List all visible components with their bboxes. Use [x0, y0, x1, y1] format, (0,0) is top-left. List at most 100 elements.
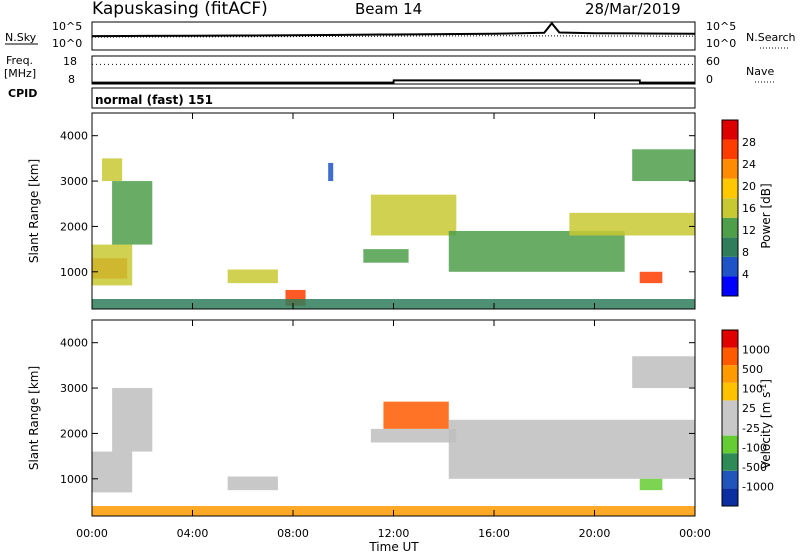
velocity-colorbar-label-main: Velocity [m s [759, 392, 773, 469]
colorbar-swatch [722, 178, 738, 199]
time-axis: 00:00 04:00 08:00 12:00 16:00 20:00 00:00 [76, 527, 711, 540]
power-ylabel: Slant Range [km] [27, 159, 41, 263]
power-panel: 1000 2000 3000 4000 Slant Range [km] [27, 112, 696, 310]
scatter-patch [92, 244, 133, 286]
scatter-patch [632, 356, 695, 389]
velocity-colorbar-label-exponent: -1 [759, 384, 768, 392]
colorbar-tick-label: 28 [742, 136, 756, 149]
scatter-patch [370, 428, 457, 443]
freq-label: Freq. [6, 54, 33, 67]
scatter-patch [112, 181, 153, 245]
scatter-patch [112, 388, 153, 452]
noise-series-nsky [91, 21, 696, 38]
colorbar-tick-label: -1000 [742, 480, 774, 493]
time-tick-label: 00:00 [76, 527, 108, 540]
scatter-patch [370, 194, 457, 236]
velocity-panel: 1000 2000 3000 4000 Slant Range [km] [27, 319, 696, 517]
nsky-label: N.Sky [5, 31, 37, 44]
colorbar-tick-label: 1000 [742, 344, 770, 357]
colorbar-swatch [722, 453, 738, 471]
time-tick-label: 16:00 [478, 527, 510, 540]
y-tick-label: 2000 [60, 427, 88, 440]
cpid-strip-frame [91, 87, 696, 109]
velocity-colorbar-label: Velocity [m s-1] [759, 379, 774, 469]
scatter-patch [363, 249, 409, 263]
colorbar-swatch [722, 159, 738, 179]
colorbar-swatch [722, 382, 738, 401]
power-colorbar-label: Power [dB] [759, 183, 773, 248]
freq-tick-low: 8 [68, 73, 75, 86]
scatter-patch [383, 401, 449, 429]
freq-strip-frame [91, 55, 696, 85]
colorbar-swatch [722, 488, 738, 506]
velocity-cells [92, 356, 695, 516]
nave-label: Nave [746, 65, 774, 78]
colorbar-tick-label: 25 [742, 402, 756, 415]
nave-tick-high: 60 [706, 55, 720, 68]
scatter-patch [227, 476, 278, 491]
scatter-patch [639, 271, 663, 284]
scatter-patch [227, 269, 278, 284]
scatter-patch [92, 451, 133, 493]
colorbar-tick-label: -500 [742, 461, 767, 474]
scatter-patch [102, 158, 123, 182]
colorbar-frame [721, 329, 739, 507]
noise-lines [91, 21, 696, 38]
time-tick-label: 12:00 [378, 527, 410, 540]
velocity-axes: 1000 2000 3000 4000 [60, 320, 696, 516]
colorbar-tick-label: 24 [742, 158, 756, 171]
velocity-colorbar-label-tail: ] [759, 379, 773, 384]
power-cells [92, 149, 695, 309]
colorbar-tick-label: 4 [742, 268, 749, 281]
date-title: 28/Mar/2019 [585, 0, 681, 18]
time-tick-label: 20:00 [579, 527, 611, 540]
y-tick-label: 4000 [60, 337, 88, 350]
y-tick-label: 1000 [60, 266, 88, 279]
colorbar-swatch [722, 217, 738, 238]
colorbar-swatch [722, 470, 738, 489]
time-tick-label: 08:00 [277, 527, 309, 540]
colorbar-frame [721, 119, 739, 297]
colorbar-swatch [722, 330, 738, 348]
y-tick-label: 1000 [60, 473, 88, 486]
y-tick-label: 3000 [60, 382, 88, 395]
scatter-patch [448, 230, 625, 272]
scatter-patch [569, 212, 695, 236]
noise-tick-right-high: 10^5 [706, 20, 736, 33]
time-tick-label: 04:00 [177, 527, 209, 540]
colorbar-swatch [722, 256, 738, 277]
nave-tick-low: 0 [706, 73, 713, 86]
noise-tick-right-low: 10^0 [706, 37, 736, 50]
noise-tick-left-low: 10^0 [52, 37, 82, 50]
y-tick-label: 4000 [60, 130, 88, 143]
cpid-label: CPID [8, 87, 37, 100]
freq-tick-high: 18 [63, 55, 77, 68]
colorbar-swatch [722, 198, 738, 218]
scatter-patch [632, 149, 695, 182]
nsearch-label: N.Search [746, 31, 796, 44]
noise-tick-left-high: 10^5 [52, 20, 82, 33]
colorbar-swatch [722, 120, 738, 140]
colorbar-swatch [722, 237, 738, 257]
freq-unit: [MHz] [4, 67, 36, 80]
colorbar-tick-label: 100 [742, 383, 763, 396]
scatter-patch [328, 162, 334, 182]
power-colorbar: 4 8 12 16 20 24 28 [721, 119, 756, 297]
velocity-colorbar: 1000 500 100 25 -25 -100 -500 -1000 [721, 329, 774, 507]
scatter-patch [448, 419, 695, 479]
colorbar-tick-label: 500 [742, 363, 763, 376]
power-axes: 1000 2000 3000 4000 [60, 113, 696, 309]
colorbar-tick-label: -25 [742, 422, 760, 435]
colorbar-swatch [722, 435, 738, 454]
station-title: Kapuskasing (fitACF) [92, 0, 268, 19]
colorbar-tick-label: 8 [742, 246, 749, 259]
time-axis-label: Time UT [368, 540, 419, 554]
colorbar-tick-label: -100 [742, 441, 767, 454]
colorbar-swatch [722, 418, 738, 436]
colorbar-swatch [722, 347, 738, 366]
colorbar-tick-label: 16 [742, 202, 756, 215]
scatter-patch [639, 478, 663, 491]
colorbar-tick-label: 12 [742, 224, 756, 237]
